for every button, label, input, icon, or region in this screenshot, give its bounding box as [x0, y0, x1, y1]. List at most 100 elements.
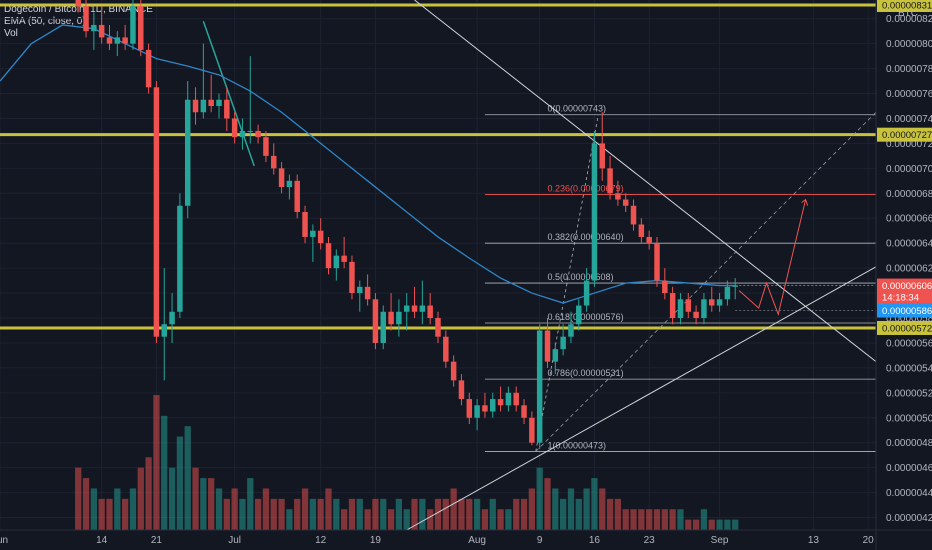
volume-bar: [669, 509, 676, 530]
price-tag: [877, 320, 932, 335]
grid: [0, 0, 876, 530]
x-tick-label: Jun: [0, 535, 8, 546]
volume-bar: [489, 498, 496, 530]
volume-bar: [317, 498, 324, 530]
volume-indicator-label[interactable]: Vol: [4, 28, 18, 39]
x-tick-label: 20: [863, 535, 875, 546]
candle-body: [341, 255, 347, 262]
x-tick-label: 21: [151, 535, 163, 546]
volume-bar: [700, 509, 708, 530]
candle-body: [646, 236, 652, 244]
currency-label: BTC: [898, 8, 918, 19]
candle-body: [443, 336, 449, 362]
volume-bar: [419, 498, 426, 530]
candle-body: [568, 324, 574, 337]
volume-bar: [208, 478, 215, 530]
fib-retracement: 0(0.00000743) 0.236(0.00000679) 0.382(0.00…: [484, 104, 876, 452]
volume-bar: [685, 519, 692, 530]
candle-body: [325, 243, 332, 269]
candle-body: [466, 399, 473, 418]
candle-body: [161, 324, 167, 337]
volume-bar: [98, 498, 105, 530]
projection-arrow: [738, 199, 807, 316]
volume-bar: [231, 488, 238, 530]
candle-body: [138, 6, 144, 50]
volume-bar: [215, 488, 223, 530]
candle-body: [583, 280, 590, 306]
volume-bar: [364, 509, 371, 530]
x-tick-label: 23: [644, 535, 656, 546]
price-tag: [877, 278, 932, 293]
horizontal-levels: [0, 3, 876, 330]
volume-bar: [638, 509, 645, 530]
candle-body: [310, 230, 316, 237]
fib-level-label: 0.618(0.00000576): [548, 312, 624, 322]
candle-body: [677, 299, 684, 318]
candle-body: [349, 261, 355, 294]
volume-bar: [622, 509, 629, 530]
volume-bar: [294, 498, 301, 530]
x-tick-label: 14: [96, 535, 108, 546]
time-axis: Jun 14 21 Jul 12 19 Aug 9 16 23 Sep 13 20: [0, 529, 932, 546]
volume-bar: [677, 509, 684, 530]
candle-body: [169, 311, 175, 325]
volume-bar: [395, 498, 403, 530]
price-tag: [877, 289, 932, 304]
volume-bar: [653, 509, 661, 530]
candle-body: [216, 99, 222, 106]
candle-body: [716, 299, 723, 306]
volume-bar: [520, 498, 528, 530]
candle-body: [630, 205, 637, 225]
price-tag-text: 0.00000572: [882, 323, 932, 334]
candle-body: [458, 380, 465, 400]
price-tag-text: 0.00000606: [882, 281, 932, 292]
candle-body: [622, 199, 629, 206]
candle-body: [427, 305, 433, 318]
volume-bar: [716, 519, 723, 530]
volume-bars: [75, 395, 739, 530]
volume-bar: [544, 478, 551, 530]
volume-bar: [223, 498, 230, 530]
candle-body: [286, 180, 293, 188]
candle-body: [615, 193, 621, 200]
volume-bar: [661, 509, 668, 530]
candle-body: [106, 37, 113, 44]
candle-body: [709, 299, 715, 306]
y-tick-label: 0.00000820: [886, 14, 932, 25]
volume-bar: [278, 498, 285, 530]
volume-bar: [137, 467, 144, 530]
volume-bar: [536, 467, 543, 530]
candle-body: [669, 293, 676, 318]
candle-body: [591, 143, 598, 281]
ema-line: [0, 24, 736, 304]
candle-body: [75, 0, 81, 7]
volume-bar: [427, 509, 434, 530]
volume-bar: [372, 498, 379, 530]
candle-body: [435, 318, 441, 337]
candle-body: [607, 168, 613, 194]
volume-bar: [591, 478, 598, 530]
volume-bar: [90, 488, 97, 530]
candle-body: [294, 180, 300, 212]
ema-indicator-label[interactable]: EMA (50, close, 0): [4, 16, 86, 27]
fib-level-label: 0.236(0.00000679): [548, 184, 624, 194]
volume-bar: [646, 509, 653, 530]
candle-body: [490, 399, 496, 412]
ascending-trendline: [406, 266, 877, 531]
volume-bar: [466, 498, 473, 530]
volume-bar: [583, 488, 590, 530]
volume-bar: [497, 509, 504, 530]
candle-body: [263, 137, 269, 156]
candle-body: [372, 299, 379, 343]
volume-bar: [692, 519, 700, 530]
x-tick-label: Sep: [711, 535, 729, 546]
volume-bar: [458, 498, 465, 530]
candle-body: [403, 305, 410, 312]
candle-body: [83, 6, 89, 32]
